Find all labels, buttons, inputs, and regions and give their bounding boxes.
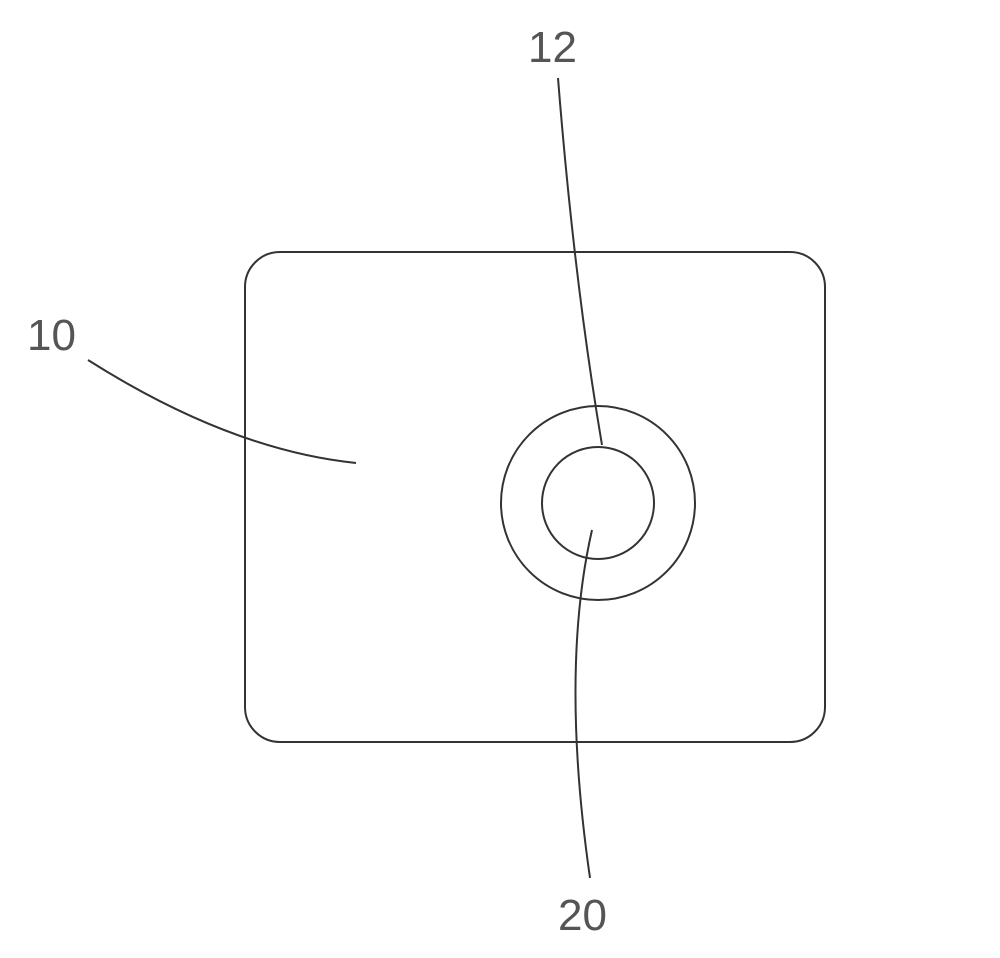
ring-outer-circle bbox=[501, 406, 695, 600]
leader-line-20 bbox=[575, 530, 592, 878]
technical-diagram: 12 10 20 bbox=[0, 0, 1000, 958]
label-12: 12 bbox=[528, 23, 577, 72]
label-20: 20 bbox=[558, 891, 607, 940]
label-10: 10 bbox=[27, 311, 76, 360]
leader-line-12 bbox=[558, 78, 602, 445]
body-rect bbox=[245, 252, 825, 742]
leader-line-10 bbox=[88, 360, 356, 463]
ring-inner-circle bbox=[542, 447, 654, 559]
